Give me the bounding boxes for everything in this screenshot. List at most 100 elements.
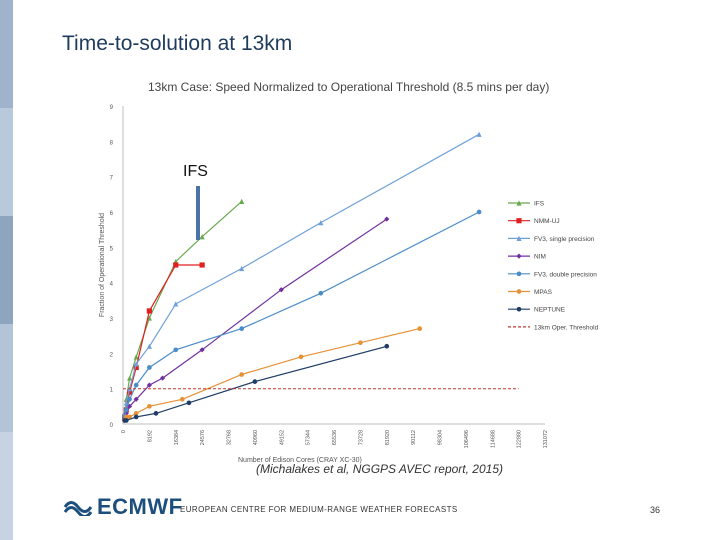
data-point-nim	[133, 396, 139, 402]
x-tick-label: 81920	[385, 430, 391, 445]
data-point-nim	[199, 347, 205, 353]
x-tick-label: 131072	[543, 430, 549, 448]
data-point-fv3-single-precision	[239, 265, 245, 272]
x-tick-label: 98304	[438, 430, 444, 445]
x-tick-label: 90112	[411, 430, 417, 445]
data-point-ifs	[146, 315, 152, 321]
y-tick-label: 4	[110, 282, 114, 288]
x-tick-label: 16384	[174, 430, 180, 445]
series-line-nim	[124, 218, 388, 421]
legend-marker-fv3-double-precision	[516, 271, 522, 277]
legend-marker-ifs	[516, 200, 522, 206]
sidebar-strip	[0, 0, 13, 540]
data-point-mpas	[417, 326, 423, 331]
ecmwf-logo-icon	[63, 501, 93, 516]
data-point-fv3-double-precision	[133, 382, 139, 388]
y-tick-label: 3	[110, 317, 114, 323]
data-point-neptune	[133, 414, 139, 420]
page-number: 36	[650, 505, 661, 515]
citation: (Michalakes et al, NGGPS AVEC report, 20…	[256, 462, 503, 476]
data-point-nim	[278, 287, 284, 293]
data-point-fv3-double-precision	[173, 347, 179, 353]
data-point-nim	[123, 410, 129, 416]
chart-title: 13km Case: Speed Normalized to Operation…	[148, 80, 549, 94]
chart-area: 13km Case: Speed Normalized to Operation…	[90, 76, 620, 468]
data-point-ifs	[199, 234, 205, 240]
y-axis-label: Fraction of Operational Threshold	[99, 213, 106, 317]
ecmwf-logo: ECMWF	[63, 494, 183, 520]
data-point-ifs	[239, 198, 245, 204]
legend-label-fv3-single-precision: FV3, single precision	[534, 236, 595, 243]
data-point-mpas	[133, 411, 139, 416]
data-point-neptune	[186, 400, 192, 406]
series-line-fv3-double-precision	[124, 211, 480, 418]
x-tick-label: 114688	[490, 430, 496, 448]
data-point-mpas	[123, 414, 129, 420]
x-tick-label: 122880	[517, 430, 523, 448]
y-tick-label: 6	[110, 211, 114, 217]
line-chart: 13km Case: Speed Normalized to Operation…	[99, 80, 599, 464]
data-point-nmm-uj	[126, 389, 133, 395]
series-line-fv3-single-precision	[124, 133, 480, 414]
data-point-mpas	[180, 396, 185, 402]
data-point-fv3-double-precision	[476, 209, 482, 215]
data-point-mpas	[358, 340, 363, 346]
legend-label-fv3-double-precision: FV3, double precision	[534, 271, 597, 278]
x-tick-label: 40960	[253, 430, 259, 445]
x-tick-label: 8192	[147, 430, 153, 442]
data-point-fv3-double-precision	[147, 365, 152, 370]
data-point-nmm-uj	[146, 308, 152, 314]
data-point-neptune	[384, 343, 390, 349]
data-point-fv3-single-precision	[173, 301, 179, 307]
data-point-fv3-double-precision	[123, 407, 129, 413]
data-point-neptune	[252, 379, 258, 384]
ecmwf-logo-text: ECMWF	[97, 494, 183, 519]
data-point-nim	[159, 375, 166, 381]
data-point-mpas	[127, 414, 132, 420]
slide-title: Time-to-solution at 13km	[62, 32, 293, 55]
data-point-nmm-uj	[133, 364, 139, 371]
series-line-mpas	[124, 328, 420, 421]
data-point-mpas	[147, 403, 152, 409]
legend-label-nmm-uj: NMM-UJ	[534, 218, 560, 225]
data-point-nmm-uj	[173, 262, 179, 268]
y-tick-label: 0	[110, 423, 114, 429]
y-tick-label: 2	[110, 352, 114, 358]
legend-label-13km-oper-threshold: 13km Oper. Threshold	[534, 324, 599, 331]
x-tick-label: 24576	[200, 430, 206, 445]
x-tick-label: 106496	[464, 430, 470, 448]
ifs-annotation-bar	[196, 186, 200, 240]
legend-marker-nim	[516, 253, 522, 259]
data-point-fv3-single-precision	[476, 131, 482, 137]
data-point-fv3-single-precision	[146, 343, 152, 349]
y-tick-label: 7	[110, 176, 114, 182]
footer-organization: EUROPEAN CENTRE FOR MEDIUM-RANGE WEATHER…	[180, 505, 458, 514]
data-point-mpas	[239, 372, 245, 377]
data-point-nmm-uj	[199, 262, 205, 268]
legend-label-ifs: IFS	[534, 201, 545, 208]
y-tick-label: 8	[110, 140, 114, 146]
x-tick-label: 32768	[227, 430, 233, 445]
x-tick-label: 49152	[279, 430, 285, 445]
data-point-fv3-single-precision	[318, 220, 324, 226]
legend-marker-mpas	[516, 289, 522, 294]
x-tick-label: 0	[121, 430, 127, 433]
x-tick-label: 65536	[332, 430, 338, 445]
legend-label-mpas: MPAS	[534, 289, 553, 296]
data-point-neptune	[153, 411, 159, 416]
x-tick-label: 57344	[306, 430, 312, 445]
y-tick-label: 1	[110, 388, 114, 394]
y-tick-label: 9	[110, 105, 114, 111]
ifs-annotation-label: IFS	[183, 163, 208, 180]
data-point-ifs	[133, 354, 139, 360]
legend-marker-nmm-uj	[516, 218, 522, 224]
data-point-fv3-double-precision	[239, 326, 245, 331]
y-tick-label: 5	[110, 246, 114, 252]
legend-label-neptune: NEPTUNE	[534, 307, 566, 314]
data-point-nim	[384, 216, 390, 222]
data-point-nim	[146, 382, 152, 388]
legend-marker-neptune	[516, 306, 522, 312]
series-line-nmm-uj	[124, 264, 203, 418]
data-point-neptune	[123, 418, 129, 423]
legend-marker-fv3-single-precision	[516, 235, 522, 241]
